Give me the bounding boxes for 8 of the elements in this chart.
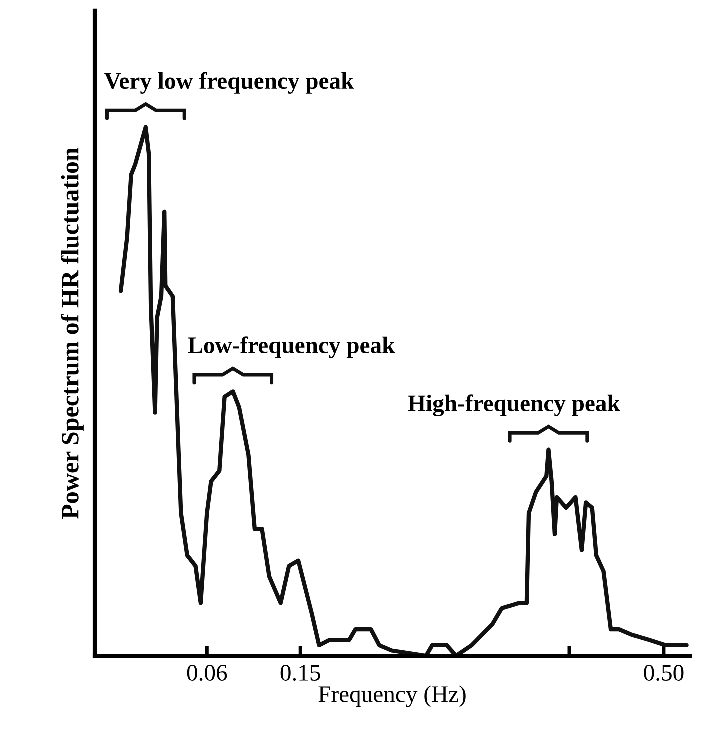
annotation: High-frequency peak xyxy=(408,394,620,416)
x-tick-label: 0.15 xyxy=(280,665,320,682)
annotation: Low-frequency peak xyxy=(188,336,396,358)
annotation: Very low frequency peak xyxy=(104,72,354,94)
y-axis-title: Power Spectrum of HR fluctuation xyxy=(61,148,84,519)
x-axis-title: Frequency (Hz) xyxy=(318,686,466,708)
x-tick-label: 0.06 xyxy=(187,665,228,682)
x-tick-label: 0.50 xyxy=(644,665,684,682)
